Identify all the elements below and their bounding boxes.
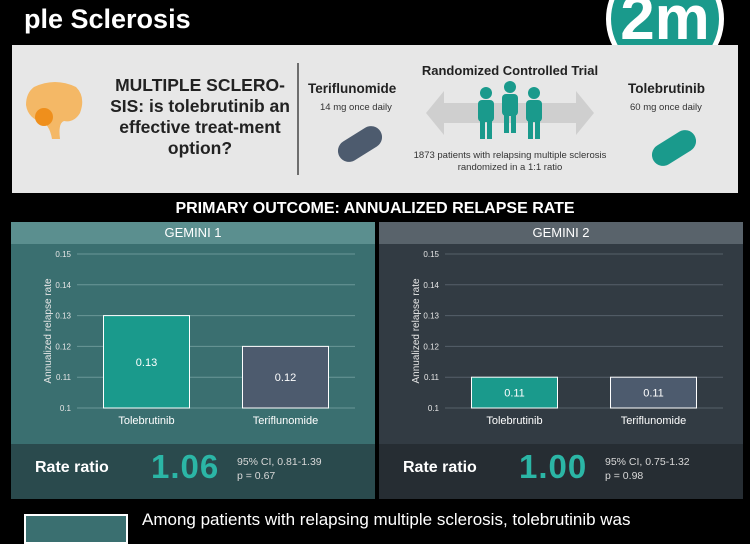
trial-design-title: Randomized Controlled Trial: [421, 63, 599, 78]
bar-value-label: 0.13: [136, 357, 157, 369]
y-tick-label: 0.15: [423, 250, 439, 259]
y-tick-label: 0.1: [428, 404, 440, 413]
conclusion-text: Among patients with relapsing multiple s…: [142, 510, 631, 529]
y-tick-label: 0.12: [55, 342, 71, 351]
confidence-interval: 95% CI, 0.75-1.32: [605, 456, 690, 468]
panel-divider: [375, 222, 379, 499]
divider: [297, 63, 299, 175]
pill-icon-tolebrutinib: [651, 130, 697, 166]
gemini-1-chart: 0.1 0.11 0.12 0.13 0.14 0.15 Annualized relaps…: [11, 244, 375, 444]
x-tick-label: Tolebrutinib: [486, 415, 542, 427]
tolebrutinib-arm-dose: 60 mg once daily: [630, 102, 702, 113]
teriflunomide-arm-name: Teriflunomide: [308, 81, 397, 96]
p-value: p = 0.98: [605, 470, 644, 482]
y-tick-label: 0.15: [55, 250, 71, 259]
rate-ratio-value: 1.06: [151, 448, 220, 485]
confidence-interval: 95% CI, 0.81-1.39: [237, 456, 322, 468]
bar-value-label: 0.11: [643, 388, 664, 400]
bar: [471, 376, 558, 409]
trial-description: 1873 patients with relapsing multiple sc…: [413, 150, 607, 173]
bar-value-label: 0.11: [504, 388, 525, 400]
y-tick-label: 0.1: [60, 404, 72, 413]
y-tick-label: 0.12: [423, 342, 439, 351]
brain-icon: [26, 82, 83, 139]
y-axis-label: Annualized relapse rate: [43, 278, 54, 384]
gemini-2-chart: 0.1 0.11 0.12 0.13 0.14 0.15 Annualized relaps…: [379, 244, 743, 444]
gemini-1-panel: GEMINI 1 0.1 0.11 0.12 0.13 0.14 0.15 Annualiz…: [11, 222, 375, 499]
conclusion-icon-box: [24, 514, 128, 544]
y-tick-label: 0.11: [424, 373, 440, 382]
gemini-2-panel: GEMINI 2 0.1 0.11 0.12 0.13 0.14 0.15 Annualiz…: [379, 222, 743, 499]
intro-panel: MULTIPLE SCLERO-SIS: is tolebrutinib an …: [12, 45, 738, 193]
panel-title: GEMINI 1: [11, 222, 375, 244]
study-question: MULTIPLE SCLERO-SIS: is tolebrutinib an …: [110, 75, 290, 158]
rate-ratio-box: Rate ratio 1.00 95% CI, 0.75-1.32 p = 0.…: [379, 444, 743, 499]
x-tick-label: Teriflunomide: [621, 415, 686, 427]
randomization-people-icon: [426, 81, 594, 139]
teriflunomide-arm-dose: 14 mg once daily: [320, 102, 392, 113]
y-tick-label: 0.14: [55, 281, 71, 290]
bar: [242, 345, 329, 409]
x-tick-label: Teriflunomide: [253, 415, 318, 427]
y-tick-label: 0.13: [55, 312, 71, 321]
rate-ratio-label: Rate ratio: [403, 459, 477, 476]
rate-ratio-stats: 95% CI, 0.75-1.32 p = 0.98: [605, 455, 690, 483]
gemini-1-chart-svg: 0.1 0.11 0.12 0.13 0.14 0.15 Annualized relaps…: [43, 250, 355, 427]
y-tick-label: 0.13: [423, 312, 439, 321]
x-tick-label: Tolebrutinib: [118, 415, 174, 427]
rate-ratio-label: Rate ratio: [35, 459, 109, 476]
bar: [610, 376, 697, 409]
outcome-title: PRIMARY OUTCOME: ANNUALIZED RELAPSE RATE: [175, 200, 575, 217]
panel-title: GEMINI 2: [379, 222, 743, 244]
y-tick-label: 0.14: [423, 281, 439, 290]
rate-ratio-box: Rate ratio 1.06 95% CI, 0.81-1.39 p = 0.…: [11, 444, 375, 499]
tolebrutinib-arm-name: Tolebrutinib: [628, 81, 705, 96]
p-value: p = 0.67: [237, 470, 276, 482]
rate-ratio-value: 1.00: [519, 448, 588, 485]
y-axis-label: Annualized relapse rate: [411, 278, 422, 384]
y-tick-label: 0.11: [56, 373, 72, 382]
bar: [103, 315, 190, 409]
pill-icon-teriflunomide: [337, 126, 383, 162]
rate-ratio-stats: 95% CI, 0.81-1.39 p = 0.67: [237, 455, 322, 483]
gemini-2-chart-svg: 0.1 0.11 0.12 0.13 0.14 0.15 Annualized relaps…: [411, 250, 723, 427]
bar-value-label: 0.12: [275, 372, 296, 384]
page-title: ple Sclerosis: [24, 4, 191, 34]
